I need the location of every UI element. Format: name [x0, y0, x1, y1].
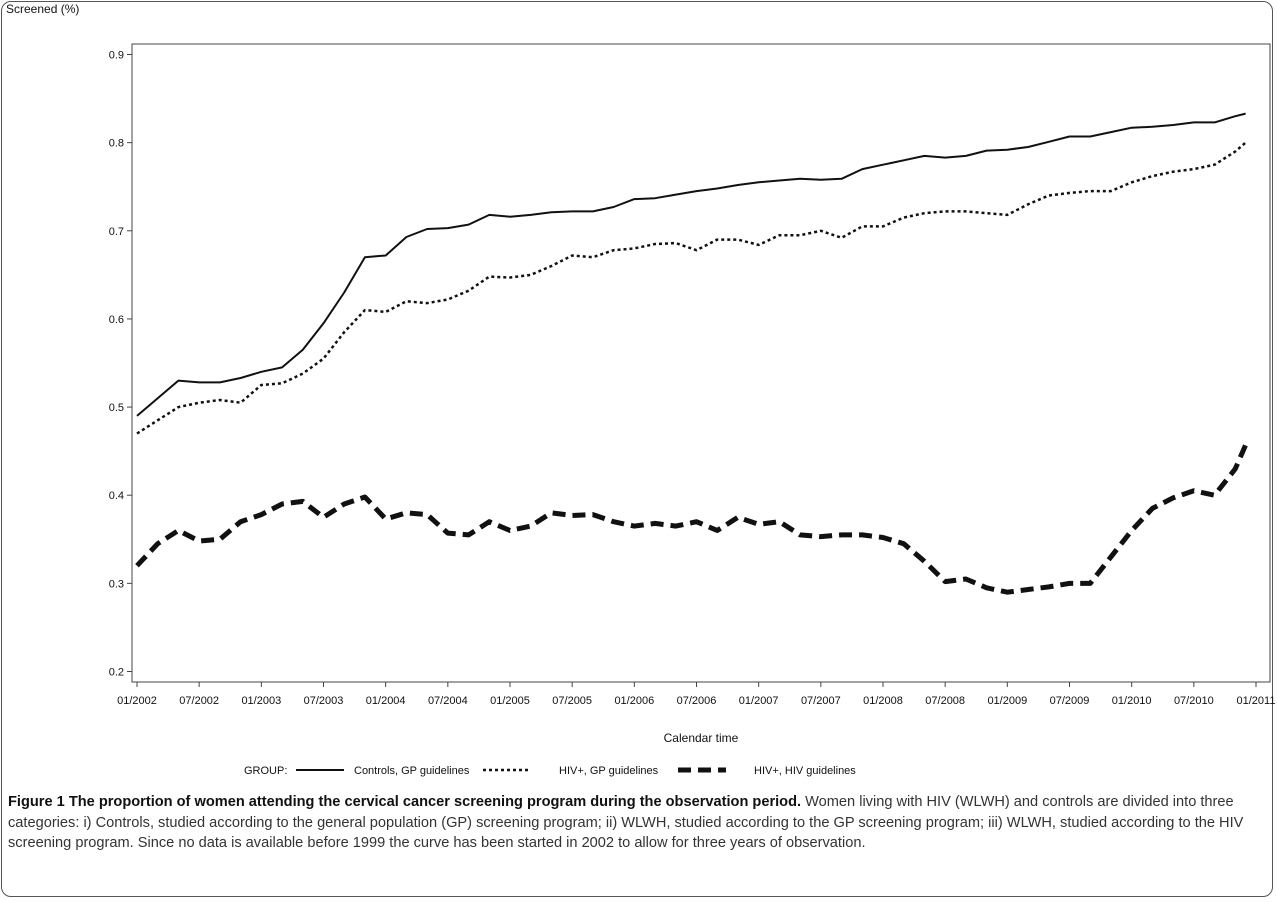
caption-label: Figure 1 — [8, 794, 65, 810]
x-tick-label: 01/2004 — [366, 695, 406, 707]
legend: GROUP: Controls, GP guidelines HIV+, GP g… — [244, 765, 856, 777]
x-tick-label: 07/2005 — [552, 695, 592, 707]
y-tick-label: 0.8 — [109, 138, 124, 150]
series-line-1 — [136, 112, 1246, 417]
legend-label-1: Controls, GP guidelines — [354, 765, 470, 777]
series-line-2 — [136, 141, 1247, 435]
series-line-3 — [135, 444, 1248, 595]
y-tick-label: 0.5 — [109, 402, 124, 414]
y-tick-label: 0.7 — [109, 226, 124, 238]
y-tick-label: 0.4 — [109, 490, 124, 502]
x-tick-label: 01/2009 — [987, 695, 1027, 707]
series-lines — [135, 112, 1248, 595]
caption-title: The proportion of women attending the ce… — [68, 794, 802, 810]
x-tick-label: 07/2008 — [925, 695, 965, 707]
x-tick-label: 07/2010 — [1174, 695, 1214, 707]
x-axis: 01/2002 07/2002 01/2003 07/2003 01/2004 07/20… — [117, 682, 1275, 707]
x-tick-label: 01/2002 — [117, 695, 157, 707]
x-tick-label: 01/2008 — [863, 695, 903, 707]
y-tick-label: 0.6 — [109, 314, 124, 326]
legend-label-3: HIV+, HIV guidelines — [754, 765, 856, 777]
x-tick-label: 01/2011 — [1237, 695, 1276, 707]
x-tick-label: 07/2002 — [179, 695, 219, 707]
x-tick-label: 01/2003 — [241, 695, 281, 707]
x-tick-label: 01/2005 — [490, 695, 530, 707]
x-tick-label: 01/2006 — [614, 695, 654, 707]
line-chart: Screened (%) Calendar time 0.20.30.40.50… — [6, 2, 1275, 777]
x-axis-title: Calendar time — [664, 731, 739, 745]
x-tick-label: 01/2007 — [739, 695, 779, 707]
x-tick-label: 07/2007 — [801, 695, 841, 707]
x-tick-label: 01/2010 — [1112, 695, 1152, 707]
plot-area — [131, 43, 1271, 683]
x-tick-label: 07/2004 — [428, 695, 468, 707]
y-tick-label: 0.9 — [109, 50, 124, 62]
figure-caption: Figure 1 The proportion of women attendi… — [8, 792, 1266, 854]
legend-label-2: HIV+, GP guidelines — [559, 765, 659, 777]
y-tick-label: 0.2 — [109, 667, 124, 679]
y-axis: 0.2 0.3 0.4 0.5 0.6 0.7 0.8 0.9 — [109, 50, 132, 679]
y-tick-label: 0.3 — [109, 578, 124, 590]
x-tick-label: 07/2009 — [1050, 695, 1090, 707]
y-axis-title: Screened (%) — [6, 2, 79, 16]
legend-title: GROUP: — [244, 765, 287, 777]
caption-body: Women living with HIV (WLWH) and control… — [8, 794, 1244, 851]
x-tick-label: 07/2006 — [677, 695, 717, 707]
x-tick-label: 07/2003 — [304, 695, 344, 707]
